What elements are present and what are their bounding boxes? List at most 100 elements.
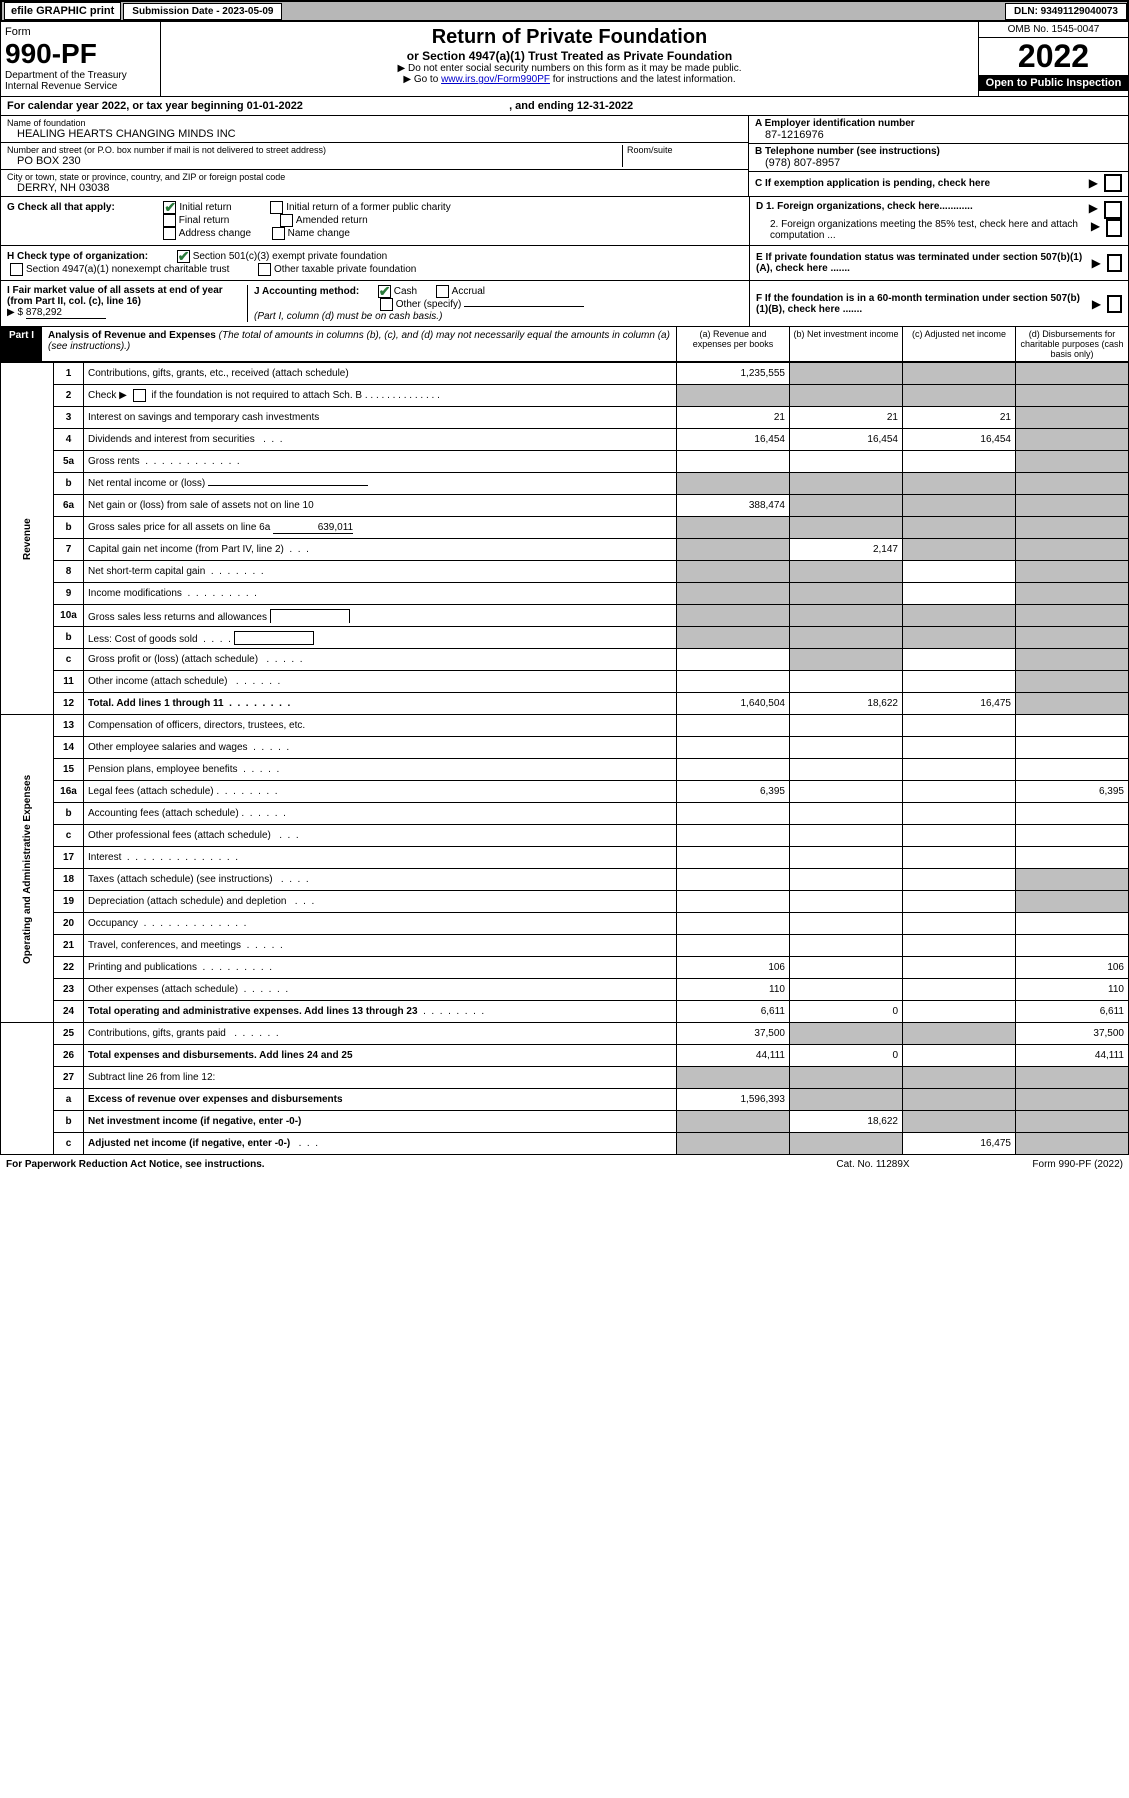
table-row: 5aGross rents . . . . . . . . . . . . [1, 451, 1129, 473]
table-row: 15Pension plans, employee benefits . . .… [1, 759, 1129, 781]
col-b-header: (b) Net investment income [789, 327, 902, 361]
calendar-year-row: For calendar year 2022, or tax year begi… [0, 97, 1129, 116]
addr-label: Number and street (or P.O. box number if… [7, 145, 622, 155]
form-ref: Form 990-PF (2022) [973, 1159, 1123, 1170]
f-section: F If the foundation is in a 60-month ter… [749, 281, 1129, 327]
g-initial-return-checkbox[interactable] [163, 201, 176, 214]
part1-label: Part I [1, 327, 42, 361]
city-state-zip: DERRY, NH 03038 [7, 182, 742, 194]
table-row: 19Depreciation (attach schedule) and dep… [1, 891, 1129, 913]
table-row: 12Total. Add lines 1 through 11 . . . . … [1, 693, 1129, 715]
table-row: cGross profit or (loss) (attach schedule… [1, 649, 1129, 671]
revenue-side-label: Revenue [1, 363, 54, 715]
table-row: 7Capital gain net income (from Part IV, … [1, 539, 1129, 561]
table-row: 4Dividends and interest from securities … [1, 429, 1129, 451]
j-accrual-checkbox[interactable] [436, 285, 449, 298]
id-block: Name of foundation HEALING HEARTS CHANGI… [0, 116, 1129, 197]
table-row: 8Net short-term capital gain . . . . . .… [1, 561, 1129, 583]
topbar: efile GRAPHIC print Submission Date - 20… [0, 0, 1129, 22]
h-other-checkbox[interactable] [258, 263, 271, 276]
c-checkbox[interactable] [1104, 174, 1122, 192]
h-section: H Check type of organization: Section 50… [0, 246, 749, 281]
foundation-name: HEALING HEARTS CHANGING MINDS INC [7, 128, 742, 140]
h-4947-checkbox[interactable] [10, 263, 23, 276]
table-row: 24Total operating and administrative exp… [1, 1001, 1129, 1023]
dept-treasury: Department of the Treasury [5, 70, 156, 81]
j-other-checkbox[interactable] [380, 298, 393, 311]
table-row: 16aLegal fees (attach schedule) . . . . … [1, 781, 1129, 803]
name-label: Name of foundation [7, 118, 742, 128]
table-row: bLess: Cost of goods sold . . . . [1, 627, 1129, 649]
table-row: 20Occupancy . . . . . . . . . . . . . [1, 913, 1129, 935]
page-footer: For Paperwork Reduction Act Notice, see … [0, 1155, 1129, 1174]
col-a-header: (a) Revenue and expenses per books [676, 327, 789, 361]
g-addr-change-checkbox[interactable] [163, 227, 176, 240]
j-cash-checkbox[interactable] [378, 285, 391, 298]
d2-checkbox[interactable] [1106, 219, 1122, 237]
table-row: cAdjusted net income (if negative, enter… [1, 1133, 1129, 1155]
g-amended-checkbox[interactable] [280, 214, 293, 227]
ij-section: I Fair market value of all assets at end… [0, 281, 749, 327]
address: PO BOX 230 [7, 155, 622, 167]
e-section: E If private foundation status was termi… [749, 246, 1129, 281]
d-section: D 1. Foreign organizations, check here..… [749, 197, 1129, 246]
city-label: City or town, state or province, country… [7, 172, 742, 182]
table-row: 22Printing and publications . . . . . . … [1, 957, 1129, 979]
form-number: 990-PF [5, 38, 156, 70]
open-to-public: Open to Public Inspection [979, 75, 1128, 91]
instruction-1: ▶ Do not enter social security numbers o… [165, 63, 974, 74]
schb-checkbox[interactable] [133, 389, 146, 402]
ein-label: A Employer identification number [755, 118, 1122, 129]
g-final-return-checkbox[interactable] [163, 214, 176, 227]
fmv-value: 878,292 [26, 307, 106, 319]
dln: DLN: 93491129040073 [1005, 3, 1127, 20]
f-checkbox[interactable] [1107, 295, 1122, 313]
form-subtitle: or Section 4947(a)(1) Trust Treated as P… [165, 49, 974, 63]
g-name-change-checkbox[interactable] [272, 227, 285, 240]
table-row: bGross sales price for all assets on lin… [1, 517, 1129, 539]
d1-checkbox[interactable] [1104, 201, 1122, 219]
h-501c3-checkbox[interactable] [177, 250, 190, 263]
table-row: 23Other expenses (attach schedule) . . .… [1, 979, 1129, 1001]
omb-number: OMB No. 1545-0047 [979, 22, 1128, 38]
table-row: bNet rental income or (loss) [1, 473, 1129, 495]
expenses-side-label: Operating and Administrative Expenses [1, 715, 54, 1023]
e-checkbox[interactable] [1107, 254, 1122, 272]
table-row: 21Travel, conferences, and meetings . . … [1, 935, 1129, 957]
col-c-header: (c) Adjusted net income [902, 327, 1015, 361]
table-row: 9Income modifications . . . . . . . . . [1, 583, 1129, 605]
irs: Internal Revenue Service [5, 81, 156, 92]
table-row: 11Other income (attach schedule) . . . .… [1, 671, 1129, 693]
table-row: aExcess of revenue over expenses and dis… [1, 1089, 1129, 1111]
table-row: Revenue 1Contributions, gifts, grants, e… [1, 363, 1129, 385]
table-row: 26Total expenses and disbursements. Add … [1, 1045, 1129, 1067]
table-row: Operating and Administrative Expenses 13… [1, 715, 1129, 737]
table-row: bAccounting fees (attach schedule) . . .… [1, 803, 1129, 825]
table-row: 18Taxes (attach schedule) (see instructi… [1, 869, 1129, 891]
instruction-2: ▶ Go to www.irs.gov/Form990PF for instru… [165, 74, 974, 85]
table-row: 27Subtract line 26 from line 12: [1, 1067, 1129, 1089]
table-row: 17Interest . . . . . . . . . . . . . . [1, 847, 1129, 869]
part1-table: Revenue 1Contributions, gifts, grants, e… [0, 362, 1129, 1155]
ein: 87-1216976 [755, 129, 1122, 141]
table-row: 10aGross sales less returns and allowanc… [1, 605, 1129, 627]
c-label: C If exemption application is pending, c… [755, 178, 990, 189]
paperwork-notice: For Paperwork Reduction Act Notice, see … [6, 1159, 773, 1170]
tax-year: 2022 [979, 38, 1128, 75]
form-title: Return of Private Foundation [165, 26, 974, 49]
table-row: 2Check ▶ if the foundation is not requir… [1, 385, 1129, 407]
table-row: cOther professional fees (attach schedul… [1, 825, 1129, 847]
form-header: Form 990-PF Department of the Treasury I… [0, 22, 1129, 97]
table-row: bNet investment income (if negative, ent… [1, 1111, 1129, 1133]
g-initial-former-checkbox[interactable] [270, 201, 283, 214]
col-d-header: (d) Disbursements for charitable purpose… [1015, 327, 1128, 361]
room-label: Room/suite [627, 145, 742, 155]
form-label: Form [5, 26, 156, 38]
efile-print-button[interactable]: efile GRAPHIC print [4, 2, 121, 20]
table-row: 14Other employee salaries and wages . . … [1, 737, 1129, 759]
cat-no: Cat. No. 11289X [773, 1159, 973, 1170]
irs-link[interactable]: www.irs.gov/Form990PF [441, 74, 550, 85]
phone: (978) 807-8957 [755, 157, 1122, 169]
phone-label: B Telephone number (see instructions) [755, 146, 1122, 157]
g-section: G Check all that apply: Initial return I… [0, 197, 749, 246]
